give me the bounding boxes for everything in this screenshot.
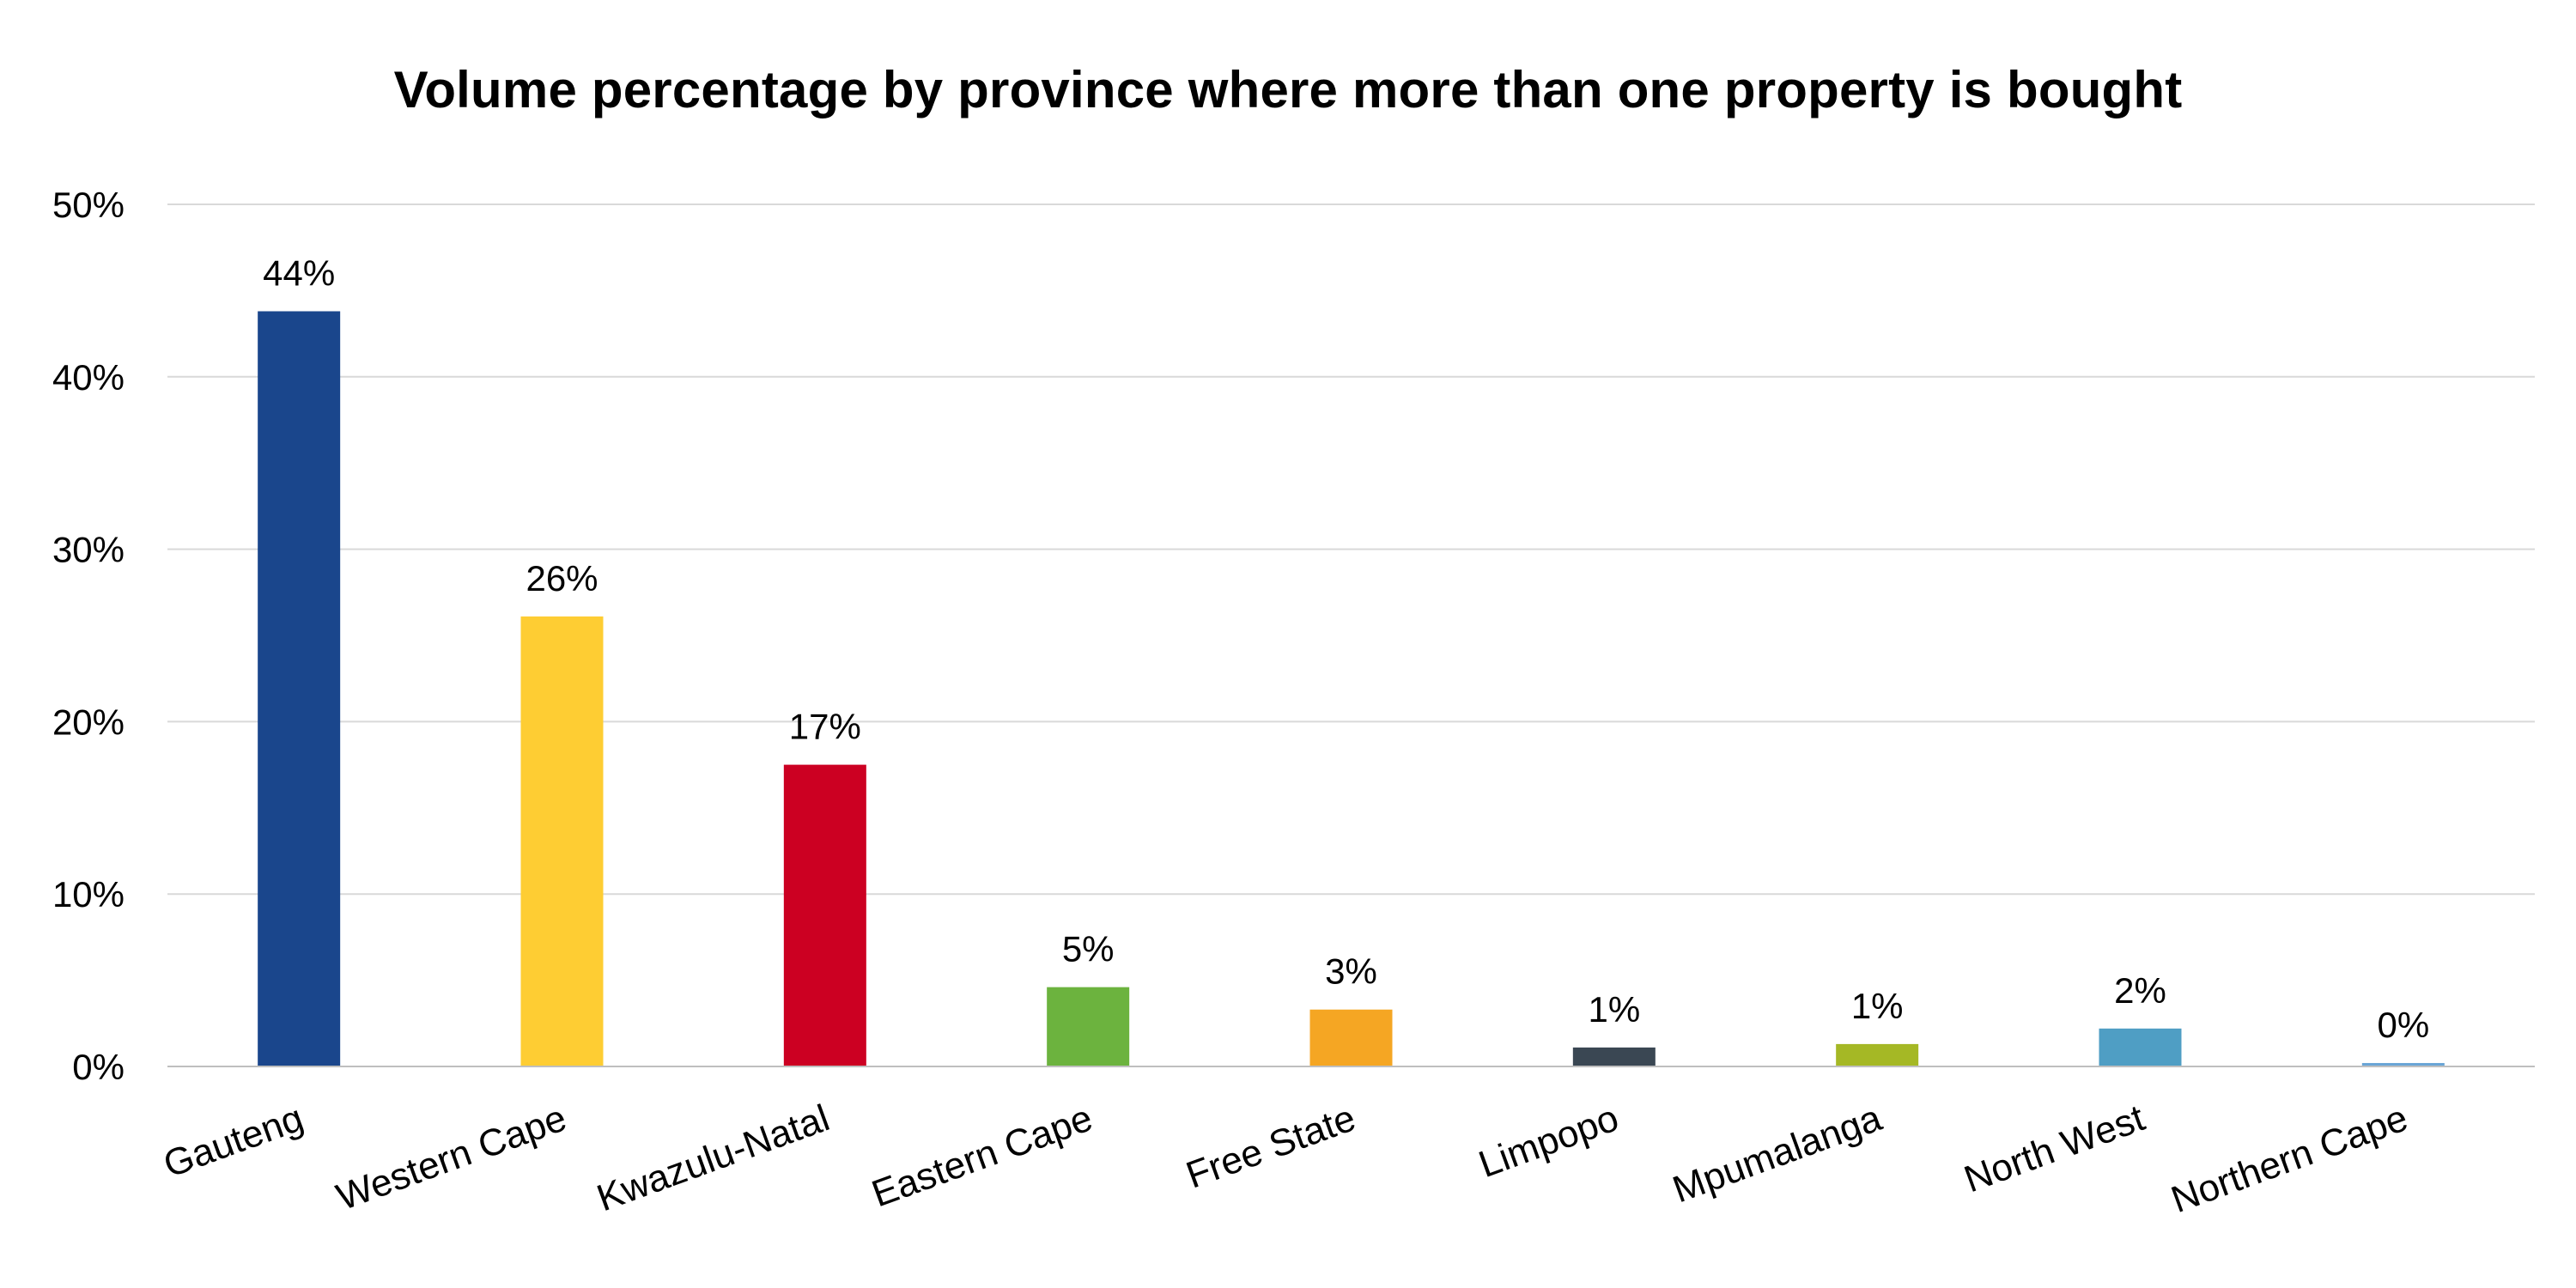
data-label: 1% — [1588, 989, 1640, 1030]
y-tick-label: 30% — [52, 530, 125, 570]
data-label: 17% — [789, 707, 861, 747]
x-tick-label: Eastern Cape — [866, 1097, 1098, 1215]
data-label: 1% — [1851, 986, 1904, 1026]
bars — [258, 311, 2445, 1067]
y-tick-label: 0% — [72, 1047, 125, 1087]
bar-mpumalanga — [1836, 1043, 1919, 1066]
bar-kwazulu-natal — [783, 764, 866, 1066]
chart-title: Volume percentage by province where more… — [393, 61, 2183, 118]
bar-north-west — [2099, 1028, 2182, 1066]
x-axis-category-labels: Gauteng Western Cape Kwazulu-Natal Eastern … — [158, 1097, 2413, 1221]
x-tick-label: Limpopo — [1473, 1097, 1624, 1186]
x-tick-label: Free State — [1181, 1097, 1361, 1196]
data-label: 5% — [1062, 929, 1115, 969]
bar-western-cape — [520, 616, 604, 1066]
x-tick-label: Western Cape — [331, 1097, 572, 1218]
bar-limpopo — [1572, 1047, 1656, 1066]
bar-free-state — [1309, 1009, 1393, 1066]
bar-northern-cape — [2361, 1062, 2445, 1066]
data-label: 0% — [2377, 1005, 2429, 1045]
bar-gauteng — [258, 311, 341, 1067]
y-tick-label: 10% — [52, 874, 125, 914]
data-label: 2% — [2114, 970, 2166, 1011]
data-label: 3% — [1325, 951, 1377, 992]
bar-eastern-cape — [1047, 987, 1130, 1066]
y-tick-label: 20% — [52, 702, 125, 742]
x-tick-label: Kwazulu-Natal — [592, 1097, 835, 1219]
y-axis-tick-labels: 0% 10% 20% 30% 40% 50% — [52, 185, 125, 1087]
x-tick-label: Northern Cape — [2166, 1097, 2413, 1221]
x-tick-label: Mpumalanga — [1668, 1097, 1887, 1211]
y-tick-label: 50% — [52, 185, 125, 225]
y-tick-label: 40% — [52, 357, 125, 398]
x-tick-label: North West — [1959, 1097, 2150, 1200]
data-label: 26% — [526, 558, 598, 598]
x-tick-label: Gauteng — [158, 1097, 308, 1186]
data-labels: 44% 26% 17% 5% 3% 1% 1% 2% 0% — [263, 252, 2429, 1044]
data-label: 44% — [263, 252, 335, 293]
